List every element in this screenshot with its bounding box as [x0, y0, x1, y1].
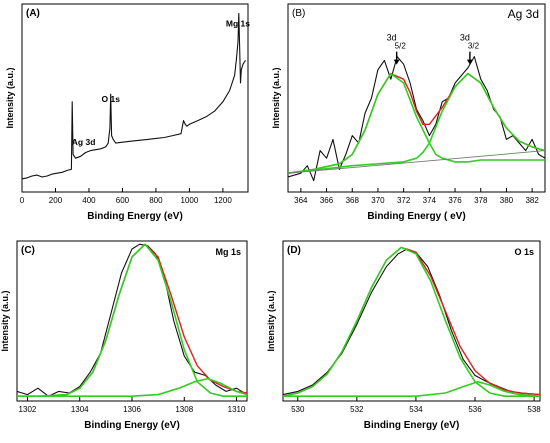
panel-d: 530 532 534 536 538 Binding Energy (eV) Intens…: [266, 240, 541, 431]
x-tick-label: 1306: [123, 405, 141, 414]
x-tick-label: 600: [116, 196, 130, 205]
peak-annotation-sub: 3/2: [468, 42, 480, 51]
x-tick-label: 532: [350, 405, 364, 414]
series-component-line: [288, 72, 545, 174]
series-component-line: [288, 72, 545, 174]
plot-frame: [21, 3, 249, 193]
x-tick-label: 534: [409, 405, 423, 414]
x-tick-label: 1200: [214, 196, 232, 205]
x-tick-label: 538: [527, 405, 541, 414]
panel-title: Ag 3d: [508, 7, 539, 21]
x-tick-label: 372: [397, 196, 411, 205]
x-tick-label: 400: [82, 196, 96, 205]
series-raw-line: [283, 248, 540, 396]
panel-label: (B): [292, 8, 305, 19]
peak-annotation: 3d: [460, 33, 470, 43]
panel-label: (C): [21, 245, 35, 256]
x-tick-label: 1304: [71, 405, 89, 414]
peak-annotation: Mg 1s: [226, 19, 250, 29]
peak-annotation: O 1s: [102, 94, 121, 104]
series-raw-line: [22, 12, 246, 180]
x-tick-label: 376: [448, 196, 462, 205]
x-tick-label: 536: [468, 405, 482, 414]
panel-label: (D): [287, 245, 301, 256]
x-tick-label: 382: [525, 196, 539, 205]
y-axis-label: Intensity (a.u.): [266, 290, 276, 351]
x-tick-label: 200: [49, 196, 63, 205]
series-raw-line: [17, 243, 247, 397]
panel-label: (A): [26, 8, 40, 19]
series-component-line: [17, 377, 247, 397]
x-tick-label: 380: [500, 196, 514, 205]
peak-annotation-sub: 5/2: [395, 42, 407, 51]
panel-title: Mg 1s: [215, 247, 241, 257]
x-tick-label: 378: [474, 196, 488, 205]
peak-arrowhead: [466, 59, 473, 65]
series-raw-line: [288, 56, 545, 182]
panel-c: 1302 1304 1306 1308 1310 Binding Energy (eV) I…: [0, 240, 248, 431]
series-component-line: [283, 381, 540, 397]
x-tick-label: 366: [320, 196, 334, 205]
plot-frame: [282, 240, 541, 402]
panel-a: 0 200 400 600 800 1000 1200 Binding Energy (eV)…: [5, 3, 250, 222]
x-tick-label: 364: [294, 196, 308, 205]
x-tick-label: 374: [423, 196, 437, 205]
x-tick-label: 0: [20, 196, 25, 205]
x-tick-label: 1302: [19, 405, 37, 414]
series-component-line: [283, 246, 540, 397]
series-envelope-line: [17, 243, 247, 397]
x-tick-label: 1000: [181, 196, 199, 205]
peak-annotation: Ag 3d: [72, 137, 96, 147]
x-tick-label: 370: [371, 196, 385, 205]
peak-arrowhead: [393, 59, 400, 65]
series-component-line: [17, 243, 247, 397]
x-tick-label: 530: [291, 405, 305, 414]
x-tick-label: 1308: [175, 405, 193, 414]
series-envelope-line: [283, 246, 540, 397]
plot-frame: [287, 3, 546, 193]
plot-frame: [16, 240, 248, 402]
panel-title: O 1s: [514, 247, 534, 257]
x-tick-label: 1310: [228, 405, 246, 414]
series-baseline-line: [288, 150, 545, 174]
peak-annotation: 3d: [387, 33, 397, 43]
panel-b: 364 366 368 370 372 374 376 378 380 382 Binding En…: [271, 3, 546, 222]
x-axis-label: Binding Energy ( eV): [367, 211, 465, 222]
y-axis-label: Intensity (a.u.): [271, 67, 281, 128]
x-axis-label: Binding Energy (eV): [84, 420, 180, 431]
x-tick-label: 800: [149, 196, 163, 205]
x-tick-label: 368: [346, 196, 360, 205]
x-axis-label: Binding Energy (eV): [364, 420, 460, 431]
y-axis-label: Intensity (a.u.): [0, 290, 10, 351]
y-axis-label: Intensity (a.u.): [5, 67, 15, 128]
x-axis-label: Binding Energy (eV): [87, 211, 183, 222]
